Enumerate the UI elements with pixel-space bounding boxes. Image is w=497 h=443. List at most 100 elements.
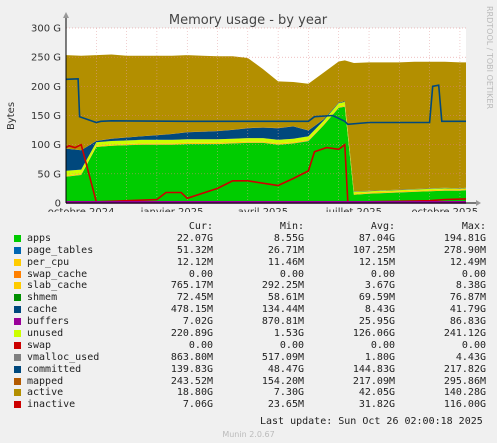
y-tick-label: 200 G xyxy=(31,82,61,93)
legend-name: shmem xyxy=(27,292,58,304)
legend-cur: 0.00 xyxy=(188,268,213,280)
legend-min: 48.47G xyxy=(267,363,304,375)
legend-name: page_tables xyxy=(27,244,94,256)
legend-avg: 144.83G xyxy=(352,363,395,375)
legend-avg: 217.09M xyxy=(352,375,395,387)
legend-swatch xyxy=(14,341,21,349)
legend-cur: 243.52M xyxy=(170,375,213,387)
legend-swatch xyxy=(14,234,21,242)
legend-row: mapped 243.52M 154.20M 217.09M 295.86M xyxy=(14,376,486,388)
legend-name: active xyxy=(27,387,64,399)
y-tick-label: 0 xyxy=(55,199,61,210)
legend-min: 134.44M xyxy=(261,304,304,316)
legend-cur: 139.83G xyxy=(170,363,213,375)
y-axis-label: Bytes xyxy=(6,102,17,130)
legend-max: 217.82G xyxy=(443,363,486,375)
legend-max: 278.90M xyxy=(443,244,486,256)
legend-cur: 12.12M xyxy=(176,256,213,268)
legend-column-header: Avg: xyxy=(370,221,395,232)
generator-label: Munin 2.0.67 xyxy=(222,430,275,439)
legend-swatch xyxy=(14,353,21,361)
legend-max: 194.81G xyxy=(443,232,486,244)
legend-avg: 31.82G xyxy=(358,399,395,411)
legend-swatch xyxy=(14,377,21,385)
legend-min: 870.81M xyxy=(261,316,304,328)
legend-min: 7.30G xyxy=(273,387,304,399)
legend-max: 241.12G xyxy=(443,328,486,340)
legend-cur: 765.17M xyxy=(170,280,213,292)
legend-min: 292.25M xyxy=(261,280,304,292)
legend-row: apps 22.07G 8.55G 87.04G 194.81G xyxy=(14,233,486,245)
legend-avg: 0.00 xyxy=(370,339,395,351)
legend-name: per_cpu xyxy=(27,256,70,268)
legend-cur: 7.06G xyxy=(182,399,213,411)
area-apps xyxy=(66,106,466,203)
legend-row: committed 139.83G 48.47G 144.83G 217.82G xyxy=(14,364,486,376)
legend-column-header: Min: xyxy=(279,221,304,232)
x-tick-label: octobre 2025 xyxy=(411,207,478,212)
y-tick-label: 250 G xyxy=(31,53,61,64)
legend-max: 140.28G xyxy=(443,387,486,399)
legend-swatch xyxy=(14,318,21,326)
legend-cur: 478.15M xyxy=(170,304,213,316)
legend-avg: 1.80G xyxy=(364,351,395,363)
x-tick-label: juillet 2025 xyxy=(325,207,382,212)
legend-name: unused xyxy=(27,328,64,340)
legend-row: cache 478.15M 134.44M 8.43G 41.79G xyxy=(14,304,486,316)
legend-swatch xyxy=(14,270,21,278)
rrdtool-credit: RRDTOOL / TOBI OETIKER xyxy=(485,6,494,109)
legend-row: unused 220.89G 1.53G 126.06G 241.12G xyxy=(14,328,486,340)
legend-cur: 51.32M xyxy=(176,244,213,256)
x-tick-label: avril 2025 xyxy=(238,207,288,212)
legend-min: 26.71M xyxy=(267,244,304,256)
legend-name: vmalloc_used xyxy=(27,351,100,363)
legend-swatch xyxy=(14,365,21,373)
x-tick-label: janvier 2025 xyxy=(140,207,204,212)
x-axis-arrow xyxy=(476,200,481,206)
legend-row: active 18.80G 7.30G 42.05G 140.28G xyxy=(14,387,486,399)
legend-swatch xyxy=(14,401,21,409)
area-unused xyxy=(66,54,466,192)
y-tick-label: 300 G xyxy=(31,24,61,35)
legend-min: 0.00 xyxy=(279,339,304,351)
legend-swatch xyxy=(14,282,21,290)
legend-max: 0.00 xyxy=(461,268,486,280)
legend-name: committed xyxy=(27,363,82,375)
legend-min: 154.20M xyxy=(261,375,304,387)
legend-swatch xyxy=(14,258,21,266)
legend-max: 76.87M xyxy=(449,292,486,304)
legend-max: 116.00G xyxy=(443,399,486,411)
legend-cur: 22.07G xyxy=(176,232,213,244)
legend-swatch xyxy=(14,330,21,338)
legend-column-header: Max: xyxy=(461,221,486,232)
legend-min: 23.65M xyxy=(267,399,304,411)
legend-cur: 18.80G xyxy=(176,387,213,399)
y-axis-arrow xyxy=(63,12,69,18)
legend-avg: 69.59M xyxy=(358,292,395,304)
y-tick-label: 100 G xyxy=(31,140,61,151)
legend-row: vmalloc_used 863.80M 517.09M 1.80G 4.43G xyxy=(14,352,486,364)
legend-max: 4.43G xyxy=(455,351,486,363)
legend-cur: 220.89G xyxy=(170,328,213,340)
legend-column-header xyxy=(27,221,122,233)
legend-row: page_tables 51.32M 26.71M 107.25M 278.90M xyxy=(14,245,486,257)
legend-name: swap xyxy=(27,339,52,351)
legend-name: buffers xyxy=(27,316,70,328)
stacked-areas xyxy=(66,54,466,203)
legend-max: 0.00 xyxy=(461,339,486,351)
legend-name: cache xyxy=(27,304,58,316)
legend-column-header: Cur: xyxy=(188,221,213,232)
legend-swatch xyxy=(14,294,21,302)
axes: 0 50 G 100 G 150 G 200 G 250 G 300 G octobre 20… xyxy=(31,12,481,212)
legend-avg: 3.67G xyxy=(364,280,395,292)
legend-min: 0.00 xyxy=(279,268,304,280)
legend-min: 8.55G xyxy=(273,232,304,244)
legend-name: slab_cache xyxy=(27,280,88,292)
legend-max: 41.79G xyxy=(449,304,486,316)
legend-row: swap 0.00 0.00 0.00 0.00 xyxy=(14,340,486,352)
legend-avg: 25.95G xyxy=(358,316,395,328)
legend-name: inactive xyxy=(27,399,76,411)
last-update: Last update: Sun Oct 26 02:00:18 2025 xyxy=(260,416,483,427)
legend-max: 8.38G xyxy=(455,280,486,292)
legend-table: Cur: Min: Avg: Max: apps 22.07G 8.55G 87.04G 194… xyxy=(14,221,486,411)
